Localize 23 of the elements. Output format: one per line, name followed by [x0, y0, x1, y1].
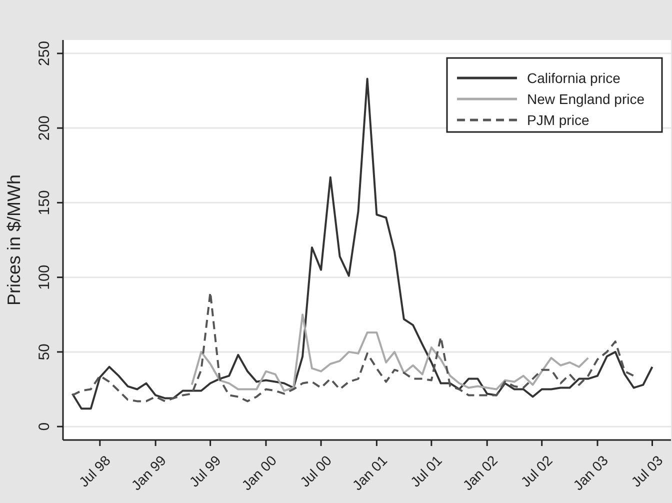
line-series — [190, 314, 590, 392]
x-tick-label: Jan 01 — [349, 452, 390, 494]
x-tick-label: Jul 03 — [628, 452, 666, 490]
x-tick-label: Jul 98 — [76, 452, 114, 490]
y-tick-label: 150 — [36, 190, 53, 216]
legend-label: California price — [527, 70, 621, 86]
x-tick-label: Jan 03 — [570, 452, 612, 494]
legend-label: PJM price — [527, 112, 590, 128]
x-tick-label: Jul 99 — [186, 452, 224, 490]
x-tick-label: Jul 01 — [407, 452, 446, 490]
x-tick-label: Jan 00 — [238, 452, 280, 494]
legend-label: New England price — [527, 91, 645, 107]
y-tick-label: 0 — [36, 422, 53, 431]
x-tick-label: Jan 02 — [460, 452, 501, 494]
y-tick-label: 200 — [36, 116, 53, 141]
x-tick-label: Jul 02 — [518, 452, 556, 490]
y-tick-label: 50 — [36, 344, 53, 360]
x-tick-label: Jan 99 — [128, 452, 170, 494]
x-tick-label: Jul 00 — [296, 452, 335, 490]
line-series — [71, 291, 635, 402]
y-axis-title: Prices in $/MWh — [4, 174, 24, 306]
y-tick-label: 250 — [36, 40, 53, 66]
y-tick-label: 100 — [36, 264, 53, 290]
